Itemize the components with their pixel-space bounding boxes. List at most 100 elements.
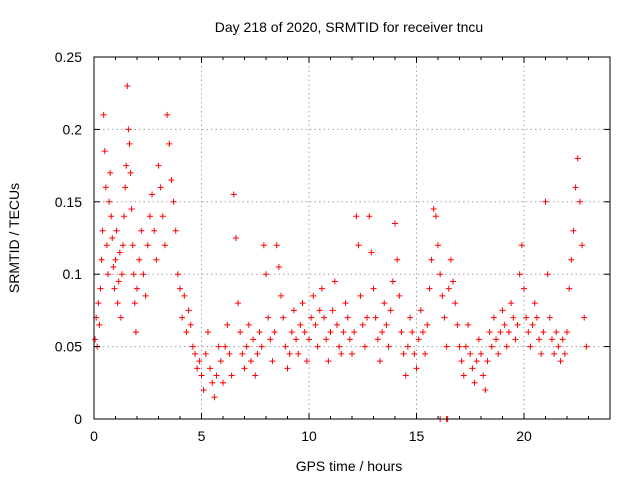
data-point [220, 379, 226, 386]
data-point [497, 329, 504, 336]
data-points [92, 82, 590, 422]
grid-lines [94, 57, 610, 419]
data-point [130, 271, 137, 278]
data-point [417, 307, 424, 314]
data-point [211, 394, 218, 401]
data-point [454, 321, 461, 328]
data-point [544, 271, 551, 278]
data-point [136, 256, 143, 263]
data-point [235, 300, 242, 307]
data-point [194, 365, 201, 372]
data-point [312, 321, 319, 328]
data-point [157, 184, 164, 191]
data-point [490, 314, 497, 321]
y-tick-label: 0.1 [63, 266, 83, 282]
data-point [452, 300, 459, 307]
data-point [321, 314, 328, 321]
data-point [415, 336, 422, 343]
data-point [435, 242, 441, 249]
data-point [121, 213, 128, 220]
data-point [559, 336, 566, 343]
x-tick-labels: 0 5 10 15 20 [90, 428, 532, 444]
data-point [568, 256, 575, 263]
data-point [303, 358, 310, 365]
data-point [290, 307, 297, 314]
data-point [174, 271, 181, 278]
data-point [381, 300, 388, 307]
data-point [159, 213, 166, 220]
data-point [245, 321, 252, 328]
data-point [480, 372, 487, 379]
data-point [471, 379, 478, 386]
data-point [99, 227, 106, 234]
data-point [131, 300, 138, 307]
data-point [499, 307, 506, 314]
data-point [299, 300, 306, 307]
data-point [351, 329, 358, 336]
data-point [419, 329, 426, 336]
data-point [153, 256, 160, 263]
data-point [445, 285, 452, 292]
data-point [533, 314, 540, 321]
data-point [192, 350, 199, 357]
data-point [501, 321, 508, 328]
data-point [521, 285, 527, 292]
chart-title: Day 218 of 2020, SRMTID for receiver tnc… [215, 19, 483, 35]
data-point [293, 336, 300, 343]
data-point [374, 336, 381, 343]
data-point [217, 358, 224, 365]
data-point [548, 336, 555, 343]
y-tick-label: 0.2 [63, 121, 83, 137]
data-point [329, 307, 336, 314]
data-point [181, 292, 188, 299]
data-point [95, 300, 102, 307]
data-point [116, 249, 123, 256]
data-point [115, 278, 122, 285]
data-point [200, 387, 207, 394]
data-point [224, 321, 231, 328]
data-point [336, 343, 343, 350]
data-point [189, 343, 196, 350]
data-point [355, 242, 362, 249]
data-point [561, 350, 568, 357]
data-point [469, 365, 476, 372]
data-point [144, 242, 151, 249]
data-point [213, 372, 220, 379]
x-tick-label: 10 [301, 428, 317, 444]
data-point [243, 343, 250, 350]
data-point [134, 285, 140, 292]
data-point [364, 314, 371, 321]
data-point [392, 220, 398, 227]
data-point [441, 314, 448, 321]
data-point [126, 140, 133, 147]
data-point [92, 336, 99, 343]
data-point [323, 336, 330, 343]
data-point [529, 321, 536, 328]
data-point [256, 329, 263, 336]
data-point [396, 292, 403, 299]
data-point [531, 300, 538, 307]
data-point [340, 329, 347, 336]
data-point [581, 314, 588, 321]
y-tick-label: 0.05 [55, 339, 82, 355]
plot-frame [93, 56, 611, 420]
x-tick-label: 15 [409, 428, 425, 444]
data-point [342, 300, 349, 307]
data-point [314, 343, 321, 350]
data-point [570, 227, 577, 234]
data-point [422, 350, 429, 357]
data-point [359, 321, 366, 328]
data-point [583, 343, 590, 350]
data-point [411, 350, 418, 357]
data-point [473, 358, 480, 365]
data-point [301, 329, 308, 336]
data-point [349, 350, 355, 357]
data-point [486, 329, 493, 336]
data-point [142, 292, 149, 299]
data-point [275, 263, 282, 270]
data-point [538, 350, 545, 357]
data-point [263, 271, 269, 278]
data-point [424, 321, 431, 328]
data-point [398, 329, 405, 336]
data-point [458, 358, 465, 365]
